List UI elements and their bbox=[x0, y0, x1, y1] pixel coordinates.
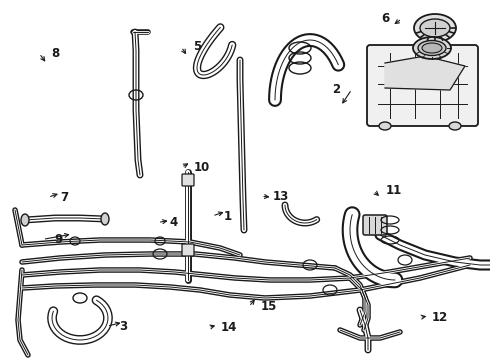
Ellipse shape bbox=[449, 122, 461, 130]
Text: 7: 7 bbox=[60, 191, 68, 204]
Ellipse shape bbox=[379, 122, 391, 130]
Text: 9: 9 bbox=[54, 233, 63, 246]
Ellipse shape bbox=[422, 43, 442, 53]
Text: 3: 3 bbox=[119, 320, 127, 333]
Ellipse shape bbox=[413, 37, 451, 59]
Ellipse shape bbox=[420, 19, 450, 37]
FancyBboxPatch shape bbox=[182, 174, 194, 186]
Text: 6: 6 bbox=[382, 12, 390, 25]
Text: 12: 12 bbox=[431, 311, 448, 324]
Text: 2: 2 bbox=[332, 83, 340, 96]
Ellipse shape bbox=[414, 14, 456, 42]
Polygon shape bbox=[385, 56, 465, 90]
FancyBboxPatch shape bbox=[367, 45, 478, 126]
Text: 15: 15 bbox=[261, 300, 277, 313]
FancyBboxPatch shape bbox=[182, 244, 194, 256]
Text: 1: 1 bbox=[224, 210, 232, 222]
Text: 11: 11 bbox=[385, 184, 402, 197]
Text: 5: 5 bbox=[193, 40, 201, 53]
Ellipse shape bbox=[418, 40, 446, 55]
Text: 10: 10 bbox=[193, 161, 210, 174]
Text: 8: 8 bbox=[51, 47, 59, 60]
Ellipse shape bbox=[21, 214, 29, 226]
Ellipse shape bbox=[101, 213, 109, 225]
Text: 14: 14 bbox=[220, 321, 237, 334]
FancyBboxPatch shape bbox=[363, 215, 387, 235]
Text: 13: 13 bbox=[273, 190, 290, 203]
Text: 4: 4 bbox=[170, 216, 178, 229]
